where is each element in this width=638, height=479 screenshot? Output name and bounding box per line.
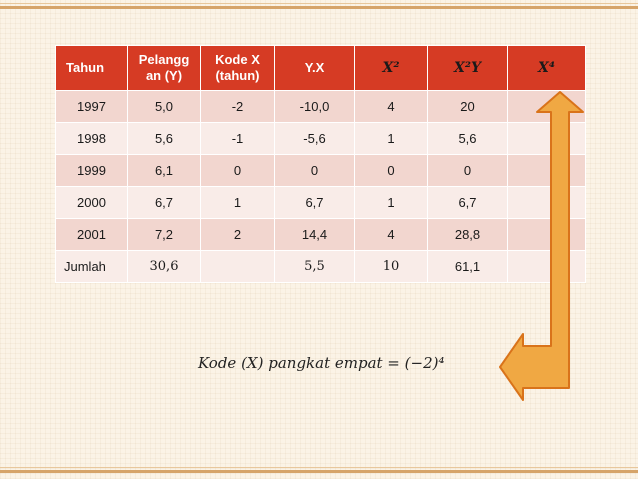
cell-yx: 0 <box>274 154 355 187</box>
cell-yx: -10,0 <box>274 90 355 123</box>
formula-text: Kode (X) pangkat empat = (−2)⁴ <box>198 354 445 372</box>
cell-x-fourth <box>507 122 586 155</box>
cell-pelanggan: 5,6 <box>127 122 201 155</box>
header-x-squared: X² <box>354 45 428 91</box>
cell-tahun: 1999 <box>55 154 128 187</box>
cell-x-squared: 1 <box>354 122 428 155</box>
cell-x-squared-y: 6,7 <box>427 186 508 219</box>
header-x-fourth: X⁴ <box>507 45 586 91</box>
cell-tahun: 1997 <box>55 90 128 123</box>
cell-x-squared-y: 0 <box>427 154 508 187</box>
table-row: 1997 5,0 -2 -10,0 4 20 <box>55 90 586 123</box>
cell-kode-x: 0 <box>200 154 275 187</box>
header-x-squared-y: X²Y <box>427 45 508 91</box>
cell-kode-x: 1 <box>200 186 275 219</box>
cell-total-x-fourth <box>507 250 586 283</box>
cell-yx: 6,7 <box>274 186 355 219</box>
table-row: 2001 7,2 2 14,4 4 28,8 <box>55 218 586 251</box>
cell-total-pelanggan: 30,6 <box>127 250 201 283</box>
bent-arrow-shape <box>499 91 584 401</box>
cell-tahun: 2000 <box>55 186 128 219</box>
cell-total-x-squared-y: 61,1 <box>427 250 508 283</box>
cell-x-squared: 0 <box>354 154 428 187</box>
cell-kode-x: 2 <box>200 218 275 251</box>
cell-yx: -5,6 <box>274 122 355 155</box>
table-total-row: Jumlah 30,6 5,5 10 61,1 <box>55 250 586 283</box>
cell-x-squared-y: 5,6 <box>427 122 508 155</box>
table-row: 1998 5,6 -1 -5,6 1 5,6 <box>55 122 586 155</box>
table-row: 1999 6,1 0 0 0 0 <box>55 154 586 187</box>
table-row: 2000 6,7 1 6,7 1 6,7 <box>55 186 586 219</box>
cell-pelanggan: 5,0 <box>127 90 201 123</box>
cell-x-squared-y: 20 <box>427 90 508 123</box>
data-table: Tahun Pelangg an (Y) Kode X (tahun) Y.X … <box>55 45 586 283</box>
cell-x-squared: 4 <box>354 90 428 123</box>
cell-x-squared: 1 <box>354 186 428 219</box>
cell-kode-x: -2 <box>200 90 275 123</box>
bottom-decorative-stripe <box>0 467 638 473</box>
cell-x-fourth <box>507 154 586 187</box>
cell-yx: 14,4 <box>274 218 355 251</box>
cell-tahun: 2001 <box>55 218 128 251</box>
header-yx: Y.X <box>274 45 355 91</box>
cell-total-x-squared: 10 <box>354 250 428 283</box>
header-kode-x: Kode X (tahun) <box>200 45 275 91</box>
table-header-row: Tahun Pelangg an (Y) Kode X (tahun) Y.X … <box>55 45 586 91</box>
cell-tahun: 1998 <box>55 122 128 155</box>
cell-x-squared: 4 <box>354 218 428 251</box>
top-decorative-stripe <box>0 3 638 9</box>
cell-jumlah-label: Jumlah <box>55 250 128 283</box>
cell-total-yx: 5,5 <box>274 250 355 283</box>
cell-total-kode-x <box>200 250 275 283</box>
